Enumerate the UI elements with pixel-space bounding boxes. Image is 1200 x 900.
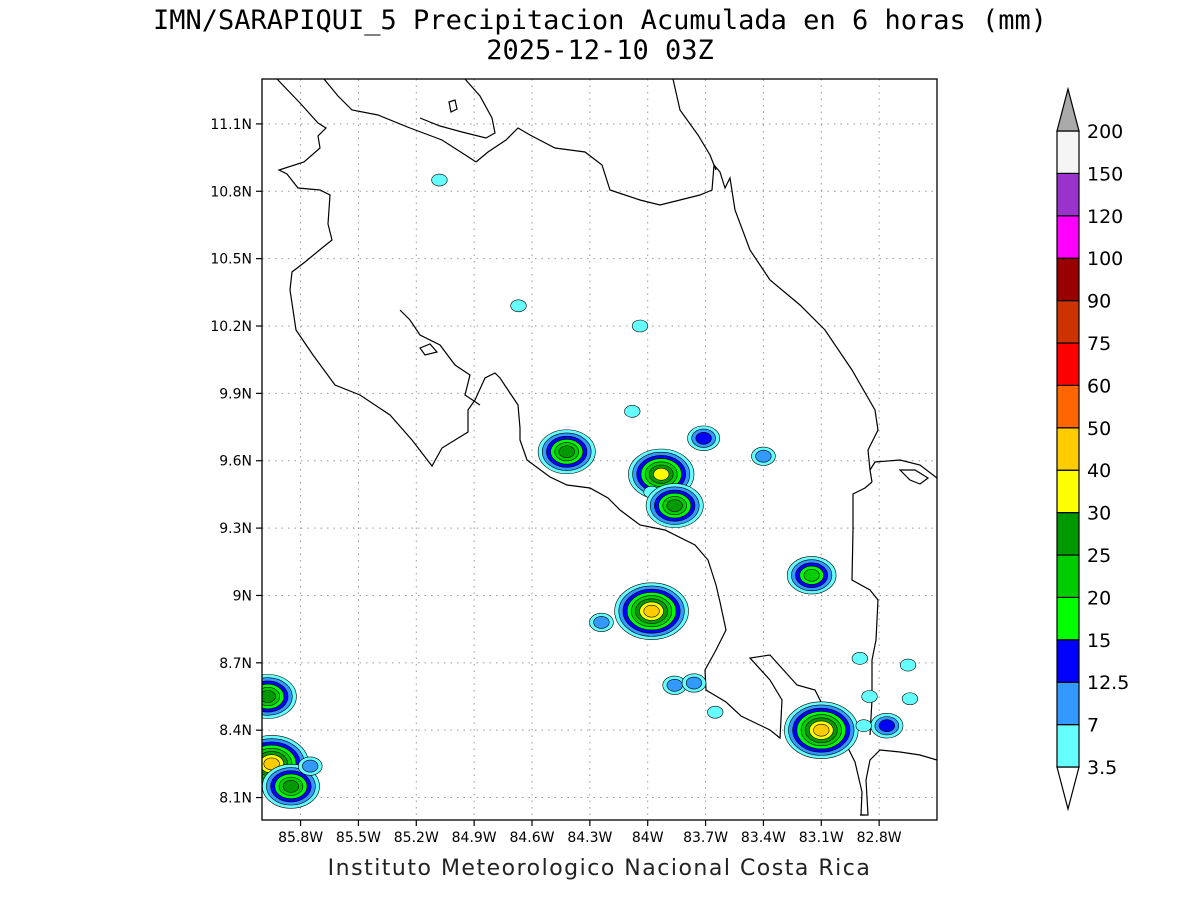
- precipitation-cells: [262, 173, 919, 809]
- legend-swatch: [1056, 300, 1080, 344]
- legend-label: 12.5: [1087, 672, 1129, 694]
- precip-contour: [624, 405, 641, 418]
- caribbean-coast: [475, 127, 879, 483]
- legend-swatch: [1056, 723, 1080, 768]
- legend-label: 90: [1087, 291, 1111, 313]
- lat-tick-label: 10.2N: [210, 319, 252, 335]
- legend-label: 60: [1087, 375, 1111, 397]
- precip-contour: [707, 705, 724, 719]
- precip-contour: [262, 690, 276, 703]
- legend-swatch: [1056, 469, 1080, 514]
- nicoya-island: [419, 343, 439, 356]
- precip-contour: [593, 616, 610, 629]
- plot-frame: [261, 78, 938, 821]
- precip-contour: [558, 445, 575, 459]
- lon-tick-label: 85.2W: [394, 830, 439, 846]
- lon-tick-label: 84.9W: [452, 830, 497, 846]
- legend-swatch: [1056, 342, 1080, 387]
- lat-tick-label: 8.7N: [219, 656, 252, 672]
- legend-swatch: [1056, 511, 1080, 556]
- legend-label: 3.5: [1087, 757, 1117, 779]
- lat-tick-label: 8.4N: [219, 723, 252, 739]
- legend-label: 75: [1087, 333, 1111, 355]
- precip-contour: [302, 759, 319, 773]
- lat-tick-label: 10.5N: [210, 252, 252, 268]
- precip-contour: [755, 449, 772, 463]
- lat-tick-label: 9.9N: [219, 386, 252, 402]
- lon-tick-label: 84.6W: [509, 830, 554, 846]
- precip-contour: [666, 678, 683, 692]
- nicoya-gulf: [399, 309, 481, 406]
- precip-contour: [851, 652, 868, 665]
- legend-label: 50: [1087, 418, 1111, 440]
- lon-tick-label: 84.3W: [567, 830, 612, 846]
- legend-label: 15: [1087, 630, 1111, 652]
- legend-swatch: [1056, 257, 1080, 302]
- caribbean-coast-top: [419, 79, 496, 139]
- legend-label: 20: [1087, 587, 1111, 609]
- precip-contour: [855, 719, 872, 732]
- precip-contour: [685, 676, 703, 690]
- legend-swatch: [1056, 215, 1080, 259]
- legend-swatch: [1056, 596, 1080, 641]
- bocas-island: [898, 469, 930, 485]
- legend-label: 120: [1087, 206, 1123, 228]
- precip-contour: [666, 499, 683, 512]
- legend-label: 25: [1087, 545, 1111, 567]
- precip-contour: [653, 467, 670, 481]
- legend-swatch: [1056, 384, 1080, 429]
- precip-contour: [901, 692, 919, 706]
- legend-swatch: [1056, 427, 1080, 471]
- lat-tick-label: 8.1N: [219, 791, 252, 807]
- precip-contour: [510, 299, 527, 313]
- lat-tick-label: 9N: [233, 588, 252, 604]
- lake-island: [448, 99, 458, 113]
- lon-tick-label: 83.7W: [683, 830, 728, 846]
- lake-shore: [323, 79, 477, 163]
- lon-tick-label: 82.8W: [857, 830, 902, 846]
- legend-label: 7: [1087, 715, 1099, 737]
- legend-swatch: [1056, 554, 1080, 599]
- legend-arrow-high: [1056, 86, 1080, 132]
- lat-tick-label: 9.3N: [219, 521, 252, 537]
- legend-label: 100: [1087, 248, 1123, 270]
- lon-tick-label: 83.1W: [799, 830, 844, 846]
- axis-ticks: 8.1N 8.4N 8.7N 9N 9.3N 9.6N 9.9N 10.2N 10.5N 10.8…: [210, 117, 901, 846]
- precip-contour: [861, 690, 878, 703]
- legend-swatch: [1056, 681, 1080, 726]
- lon-tick-label: 85.5W: [336, 830, 381, 846]
- precip-contour: [695, 431, 712, 445]
- precip-contour: [899, 658, 917, 672]
- panama-border: [851, 481, 879, 736]
- precip-contour: [878, 719, 895, 732]
- lon-tick-label: 85.8W: [278, 830, 323, 846]
- legend-swatch: [1056, 639, 1080, 683]
- legend-label: 30: [1087, 503, 1111, 525]
- legend-arrow-low: [1056, 766, 1080, 812]
- footer-credit: Instituto Meteorologico Nacional Costa R…: [327, 856, 872, 881]
- legend-label: 40: [1087, 460, 1111, 482]
- lon-tick-label: 83.4W: [741, 830, 786, 846]
- precip-contour: [643, 604, 660, 618]
- precip-contour: [282, 780, 300, 793]
- lon-tick-label: 84W: [632, 830, 664, 846]
- precip-contour: [813, 723, 830, 737]
- precip-contour: [631, 319, 649, 333]
- lat-tick-label: 10.8N: [210, 184, 252, 200]
- caribbean-coast-upper: [672, 79, 717, 171]
- precip-contour: [803, 568, 820, 582]
- legend-label: 200: [1087, 121, 1123, 143]
- map-subtitle: 2025-12-10 03Z: [486, 35, 714, 66]
- lat-tick-label: 11.1N: [210, 117, 252, 133]
- color-legend: 3.5 7 12.5 15 20 25 30 40 50 60 75 90 100 120 150 200: [1056, 86, 1129, 812]
- legend-swatch: [1056, 130, 1080, 175]
- precip-contour: [431, 173, 448, 187]
- legend-label: 150: [1087, 163, 1123, 185]
- legend-swatch: [1056, 172, 1080, 217]
- lat-tick-label: 9.6N: [219, 454, 252, 470]
- map-title: IMN/SARAPIQUI_5 Precipitacion Acumulada …: [152, 5, 1048, 36]
- bocas-coast: [869, 459, 937, 479]
